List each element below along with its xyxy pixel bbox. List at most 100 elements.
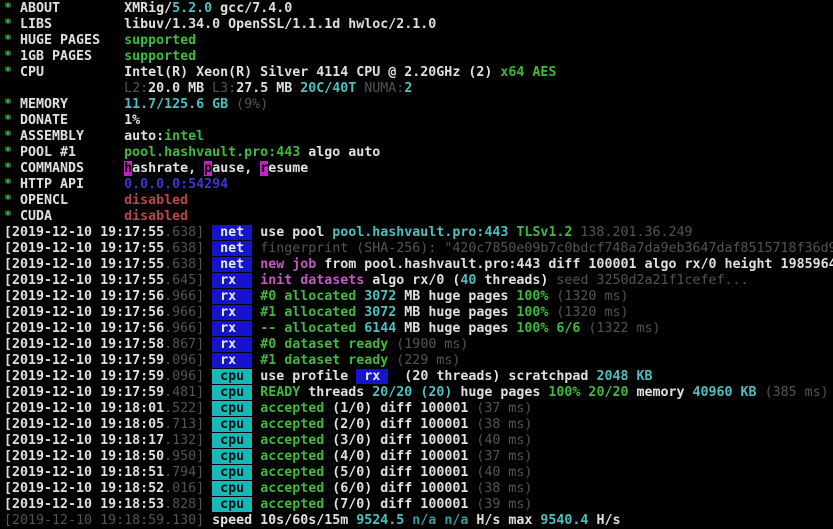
text-segment: cpu <box>212 385 253 400</box>
text-segment: accepted <box>252 497 333 512</box>
text-segment: cpu <box>212 465 253 480</box>
text-segment: auto: <box>124 129 165 144</box>
text-segment: 100% <box>516 289 557 304</box>
text-segment: (2/0) diff 100001 <box>332 417 477 432</box>
text-segment: [2019-12-10 19:17:55 <box>4 225 165 240</box>
text-segment: gcc/7.4.0 <box>212 1 293 16</box>
text-segment: (229 ms) <box>396 353 461 368</box>
text-segment: [2019-12-10 19:17:55 <box>4 241 165 256</box>
text-segment: ashrate, <box>132 161 205 176</box>
header-http-api: * HTTP API 0.0.0.0:54294 <box>4 177 833 193</box>
text-segment: 11.7/125.6 GB <box>124 97 237 112</box>
text-segment: (3/0) diff 100001 <box>332 433 477 448</box>
text-segment: accepted <box>252 417 333 432</box>
text-segment: [2019-12-10 19:18:17 <box>4 433 165 448</box>
log-net-new-job: [2019-12-10 19:17:55.638] net new job fr… <box>4 257 833 273</box>
text-segment: [2019-12-10 19:17:59 <box>4 353 165 368</box>
text-segment: -- allocated <box>252 321 365 336</box>
text-segment: * <box>4 49 21 64</box>
log-cpu-accepted-7: [2019-12-10 19:18:53.828] cpu accepted (… <box>4 497 833 513</box>
log-rx-alloc-1: [2019-12-10 19:17:56.966] rx #1 allocate… <box>4 305 833 321</box>
text-segment: .713] <box>164 417 213 432</box>
text-segment: 27.5 MB <box>236 81 301 96</box>
header-1gb-pages: * 1GB PAGES supported <box>4 49 833 65</box>
header-donate: * DONATE 1% <box>4 113 833 129</box>
text-segment: 20.0 MB <box>148 81 213 96</box>
header-memory: * MEMORY 11.7/125.6 GB (9%) <box>4 97 833 113</box>
text-segment: supported <box>124 49 197 64</box>
text-segment: H/s <box>596 513 621 528</box>
log-cpu-accepted-5: [2019-12-10 19:18:51.794] cpu accepted (… <box>4 465 833 481</box>
text-segment: cpu <box>212 433 253 448</box>
text-segment: * <box>4 97 21 112</box>
text-segment: MEMORY <box>20 97 125 112</box>
text-segment: [2019-12-10 19:17:55 <box>4 257 165 272</box>
text-segment: OPENCL <box>20 193 125 208</box>
log-cpu-accepted-4: [2019-12-10 19:18:50.950] cpu accepted (… <box>4 449 833 465</box>
header-about: * ABOUT XMRig/5.2.0 gcc/7.4.0 <box>4 1 833 17</box>
text-segment: CPU <box>20 65 125 80</box>
text-segment: MB huge pages <box>404 321 517 336</box>
text-segment: (37 ms) <box>476 449 533 464</box>
text-segment: .638] <box>164 241 213 256</box>
text-segment: (40 ms) <box>476 433 533 448</box>
text-segment: [2019-12-10 19:18:51 <box>4 465 165 480</box>
log-cpu-accepted-1: [2019-12-10 19:18:01.522] cpu accepted (… <box>4 401 833 417</box>
text-segment: 6144 <box>364 321 405 336</box>
text-segment: NUMA: <box>364 81 405 96</box>
text-segment: (38 ms) <box>476 417 533 432</box>
text-segment: huge pages <box>460 385 549 400</box>
text-segment: net <box>212 257 253 272</box>
text-segment: Intel(R) Xeon(R) Silver 4114 CPU @ 2.20G… <box>124 65 501 80</box>
text-segment: * <box>4 113 21 128</box>
text-segment: .481] <box>164 385 213 400</box>
text-segment: (1322 ms) <box>588 321 661 336</box>
log-net-fingerprint: [2019-12-10 19:17:55.638] net fingerprin… <box>4 241 833 257</box>
text-segment: [2019-12-10 19:17:56 <box>4 289 165 304</box>
header-commands: * COMMANDS hashrate, pause, resume <box>4 161 833 177</box>
text-segment: (1320 ms) <box>556 289 629 304</box>
text-segment: [2019-12-10 19:17:59 <box>4 369 165 384</box>
log-rx-init: [2019-12-10 19:17:55.645] rx init datase… <box>4 273 833 289</box>
text-segment: 1% <box>124 113 141 128</box>
text-segment: libuv/1.34.0 OpenSSL/1.1.1d hwloc/2.1.0 <box>124 17 437 32</box>
text-segment: x64 AES <box>500 65 557 80</box>
text-segment: 20C/40T <box>300 81 365 96</box>
text-segment: 40960 KB <box>692 385 765 400</box>
text-segment: .828] <box>164 497 213 512</box>
text-segment: 3072 <box>364 289 405 304</box>
text-segment: 9540.4 <box>540 513 597 528</box>
text-segment: rx <box>212 337 253 352</box>
text-segment: 100% <box>516 305 557 320</box>
text-segment: rx <box>212 353 253 368</box>
text-segment: 1GB PAGES <box>20 49 125 64</box>
header-cpu: * CPU Intel(R) Xeon(R) Silver 4114 CPU @… <box>4 65 833 81</box>
text-segment: * <box>4 1 21 16</box>
text-segment: pool.hashvault.pro:443 <box>124 145 301 160</box>
text-segment: net <box>212 241 253 256</box>
log-rx-alloc-0: [2019-12-10 19:17:56.966] rx #0 allocate… <box>4 289 833 305</box>
text-segment: 0.0.0.0:54294 <box>124 177 229 192</box>
text-segment: rx <box>212 289 253 304</box>
text-segment: * <box>4 161 21 176</box>
header-libs: * LIBS libuv/1.34.0 OpenSSL/1.1.1d hwloc… <box>4 17 833 33</box>
text-segment: 100% 20/20 <box>548 385 637 400</box>
text-segment: * <box>4 177 21 192</box>
text-segment: * <box>4 65 21 80</box>
text-segment: rx <box>356 369 389 384</box>
text-segment: ASSEMBLY <box>20 129 125 144</box>
text-segment: supported <box>124 33 197 48</box>
text-segment: (38 ms) <box>476 481 533 496</box>
text-segment: MB huge pages <box>404 305 517 320</box>
text-segment: seed 3250d2a21f1cefef... <box>556 273 749 288</box>
text-segment: 3072 <box>364 305 405 320</box>
text-segment: 9524.5 <box>356 513 413 528</box>
text-segment: L2: <box>4 81 149 96</box>
text-segment: (37 ms) <box>476 401 533 416</box>
text-segment: * <box>4 129 21 144</box>
text-segment: pool.hashvault.pro:443 <box>332 225 517 240</box>
log-rx-dataset-1: [2019-12-10 19:17:59.096] rx #1 dataset … <box>4 353 833 369</box>
text-segment: [2019-12-10 19:17:59 <box>4 385 165 400</box>
header-opencl: * OPENCL disabled <box>4 193 833 209</box>
